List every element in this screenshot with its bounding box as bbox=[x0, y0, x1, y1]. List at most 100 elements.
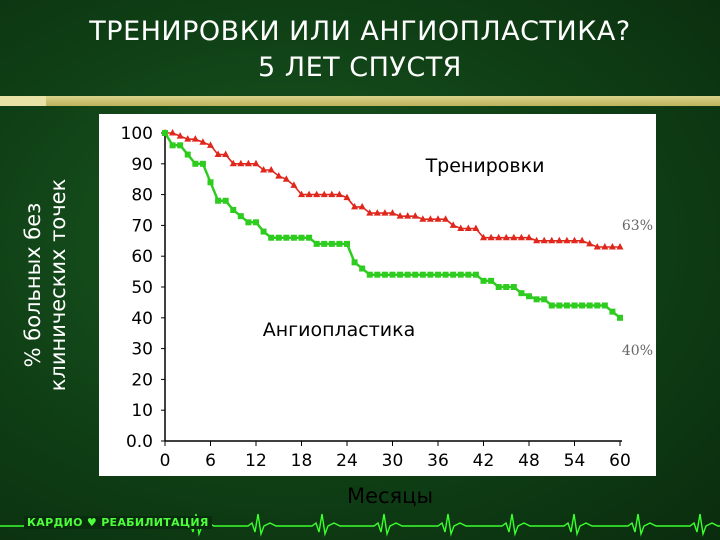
training-point bbox=[237, 159, 245, 167]
training-point bbox=[176, 132, 184, 139]
logo-text-left: КАРДИО bbox=[27, 516, 83, 529]
x-axis-label: Месяцы bbox=[346, 484, 434, 508]
end-label-training: 63% bbox=[622, 218, 653, 234]
training-point bbox=[343, 193, 351, 201]
training-point bbox=[305, 190, 313, 198]
ecg-trace bbox=[0, 513, 720, 537]
angioplasty-point bbox=[260, 228, 267, 235]
angioplasty-point bbox=[215, 197, 222, 204]
angioplasty-point bbox=[374, 271, 381, 278]
y-tick-label: 70 bbox=[131, 216, 153, 236]
x-tick-label: 54 bbox=[564, 451, 586, 471]
x-tick-label: 24 bbox=[336, 451, 358, 471]
training-point bbox=[593, 242, 601, 250]
training-point bbox=[207, 141, 214, 148]
training-point bbox=[191, 135, 199, 142]
x-tick-label: 48 bbox=[518, 451, 540, 471]
angioplasty-point bbox=[366, 271, 373, 278]
angioplasty-point bbox=[290, 234, 297, 241]
training-point bbox=[502, 233, 510, 241]
angioplasty-point bbox=[533, 296, 540, 303]
training-point bbox=[563, 236, 571, 244]
angioplasty-point bbox=[389, 271, 396, 278]
training-point bbox=[404, 212, 412, 219]
training-point bbox=[222, 150, 230, 158]
angioplasty-point bbox=[457, 271, 464, 278]
x-tick-label: 36 bbox=[427, 451, 449, 471]
angioplasty-point bbox=[328, 240, 335, 247]
training-point bbox=[199, 138, 207, 145]
training-point bbox=[472, 224, 480, 231]
angioplasty-point bbox=[381, 271, 388, 278]
x-tick-label: 6 bbox=[205, 451, 216, 471]
angioplasty-point bbox=[419, 271, 426, 278]
angioplasty-point bbox=[351, 259, 358, 266]
angioplasty-point bbox=[306, 234, 313, 241]
training-point bbox=[525, 233, 533, 241]
angioplasty-point bbox=[283, 234, 290, 241]
angioplasty-point bbox=[162, 130, 168, 136]
angioplasty-point bbox=[518, 290, 525, 297]
angioplasty-point bbox=[412, 271, 419, 278]
angioplasty-point bbox=[207, 179, 214, 186]
cardio-rehab-logo: КАРДИО ♥ РЕАБИЛИТАЦИЯ bbox=[24, 516, 212, 529]
angioplasty-point bbox=[472, 271, 479, 278]
training-point bbox=[169, 129, 177, 136]
training-point bbox=[495, 233, 503, 241]
angioplasty-point bbox=[268, 234, 275, 241]
training-point bbox=[320, 190, 328, 198]
slide-title-line2: 5 ЛЕТ СПУСТЯ bbox=[258, 52, 462, 83]
y-axis-label: % больных без клинических точек bbox=[21, 115, 91, 455]
angioplasty-point bbox=[586, 302, 593, 309]
training-point bbox=[214, 150, 222, 158]
title-accent-bar bbox=[0, 96, 46, 106]
x-tick-label: 42 bbox=[473, 451, 495, 471]
training-point bbox=[442, 215, 450, 222]
training-point bbox=[426, 215, 434, 222]
training-point bbox=[373, 209, 381, 216]
training-point bbox=[244, 159, 252, 167]
y-tick-label: 30 bbox=[131, 340, 153, 360]
y-tick-label: 90 bbox=[131, 155, 153, 175]
angioplasty-point bbox=[510, 284, 517, 290]
angioplasty-point bbox=[427, 271, 434, 278]
training-point bbox=[449, 221, 457, 228]
end-label-angioplasty: 40% bbox=[622, 343, 653, 359]
y-axis-label-line1: % больных без bbox=[21, 202, 45, 368]
angioplasty-point bbox=[503, 284, 510, 290]
training-point bbox=[335, 190, 343, 198]
angioplasty-point bbox=[344, 240, 350, 247]
angioplasty-point bbox=[594, 302, 601, 309]
angioplasty-point bbox=[563, 302, 570, 309]
training-point bbox=[290, 181, 298, 188]
y-tick-label: 50 bbox=[131, 278, 153, 298]
angioplasty-point bbox=[245, 219, 252, 226]
training-point bbox=[555, 236, 563, 244]
angioplasty-point bbox=[222, 197, 229, 204]
x-tick-label: 18 bbox=[291, 451, 313, 471]
angioplasty-point bbox=[192, 160, 199, 167]
training-point bbox=[260, 165, 268, 173]
training-point bbox=[358, 202, 366, 210]
series-label-training: Тренировки bbox=[425, 155, 545, 177]
slide-title-line1: ТРЕНИРОВКИ ИЛИ АНГИОПЛАСТИКА? bbox=[89, 16, 631, 47]
training-point bbox=[351, 202, 359, 210]
angioplasty-point bbox=[237, 213, 244, 220]
angioplasty-point bbox=[177, 142, 184, 149]
training-point bbox=[540, 236, 548, 244]
training-point bbox=[313, 190, 321, 198]
angioplasty-point bbox=[548, 302, 555, 309]
title-accent-line bbox=[0, 96, 720, 106]
training-point bbox=[396, 212, 404, 219]
training-point bbox=[328, 190, 336, 198]
training-point bbox=[586, 239, 594, 247]
y-axis-label-line2: клинических точек bbox=[46, 178, 70, 392]
training-point bbox=[548, 236, 556, 244]
angioplasty-point bbox=[321, 240, 328, 247]
y-tick-label: 0.0 bbox=[126, 432, 153, 452]
training-point bbox=[533, 236, 541, 244]
training-point bbox=[616, 242, 624, 250]
training-point bbox=[434, 215, 442, 222]
angioplasty-point bbox=[435, 271, 441, 278]
slide-title: ТРЕНИРОВКИ ИЛИ АНГИОПЛАСТИКА? 5 ЛЕТ СПУС… bbox=[0, 14, 720, 86]
